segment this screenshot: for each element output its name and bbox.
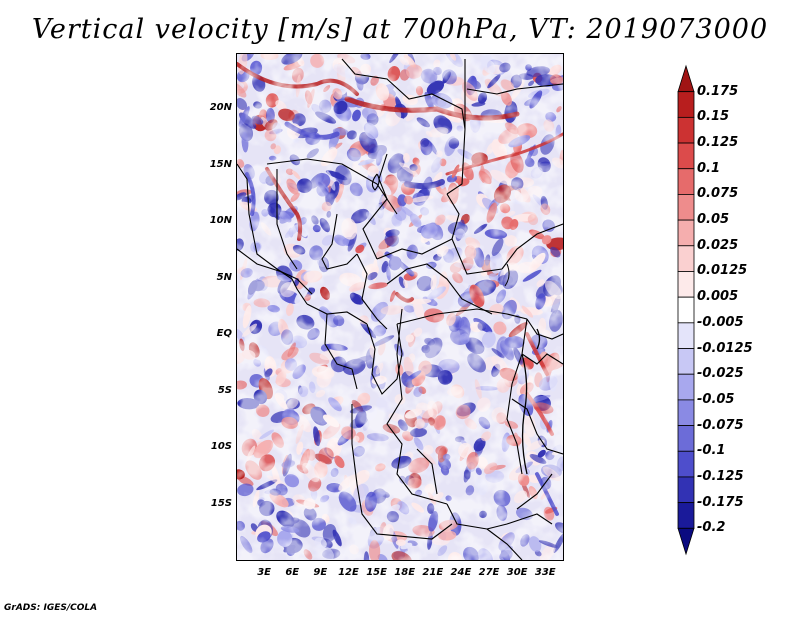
- colorbar-label: 0.1: [697, 160, 721, 176]
- colorbar: [677, 64, 695, 556]
- colorbar-segment: [677, 322, 695, 349]
- colorbar-segment: [677, 425, 695, 452]
- latitude-label: 15N: [209, 158, 232, 170]
- longitude-label: 27E: [478, 567, 500, 578]
- latitude-label: 15S: [210, 497, 232, 509]
- colorbar-label: -0.2: [697, 520, 726, 536]
- latitude-label: 5N: [216, 271, 232, 283]
- colorbar-segment: [677, 194, 695, 221]
- latitude-label: 10N: [209, 215, 232, 227]
- colorbar-segment: [677, 348, 695, 375]
- longitude-label: 33E: [534, 567, 556, 578]
- country-borders: [237, 58, 563, 560]
- longitude-label: 30E: [506, 567, 528, 578]
- longitude-label: 6E: [285, 567, 300, 578]
- colorbar-label: -0.125: [697, 468, 744, 484]
- latitude-label: 20N: [209, 102, 232, 114]
- colorbar-segment: [677, 527, 695, 556]
- colorbar-label: 0.05: [697, 212, 730, 228]
- footer-credit: GrADS: IGES/COLA: [4, 603, 98, 613]
- colorbar-label: 0.125: [697, 135, 739, 151]
- colorbar-label: -0.175: [697, 494, 744, 510]
- longitude-label: 18E: [394, 567, 416, 578]
- longitude-label: 9E: [313, 567, 328, 578]
- field-texture: [237, 54, 563, 560]
- map-title: Vertical velocity [m/s] at 700hPa, VT: 2…: [31, 14, 769, 45]
- colorbar-label: 0.005: [697, 289, 739, 305]
- latitude-label: 5S: [217, 384, 232, 396]
- longitude-label: 15E: [366, 567, 387, 578]
- colorbar-segment: [677, 168, 695, 195]
- colorbar-label: 0.0125: [697, 263, 748, 279]
- colorbar-label: -0.075: [697, 417, 744, 433]
- colorbar-label: -0.0125: [697, 340, 753, 356]
- longitude-label: 12E: [338, 567, 359, 578]
- colorbar-segment: [677, 91, 695, 118]
- colorbar-segment: [677, 64, 695, 93]
- colorbar-segment: [677, 116, 695, 144]
- colorbar-segment: [677, 399, 695, 426]
- longitude-label: 3E: [257, 567, 271, 578]
- colorbar-label: 0.15: [697, 109, 730, 125]
- colorbar-segment: [677, 142, 695, 170]
- colorbar-segment: [677, 296, 695, 324]
- colorbar-segment: [677, 245, 695, 272]
- colorbar-label: 0.075: [697, 186, 739, 202]
- colorbar-label: -0.025: [697, 366, 744, 382]
- colorbar-segment: [677, 450, 695, 478]
- latitude-label: EQ: [216, 328, 232, 340]
- colorbar-label: -0.05: [697, 391, 735, 407]
- latitude-label: 10S: [210, 441, 232, 453]
- colorbar-label: 0.025: [697, 237, 739, 253]
- colorbar-label: 0.175: [697, 83, 739, 99]
- velocity-map: [236, 53, 564, 561]
- colorbar-segment: [677, 271, 695, 298]
- colorbar-label: -0.1: [697, 443, 726, 459]
- colorbar-segment: [677, 373, 695, 401]
- velocity-field: [237, 54, 563, 560]
- colorbar-segment: [677, 502, 695, 529]
- longitude-label: 21E: [422, 567, 444, 578]
- colorbar-segment: [677, 219, 695, 247]
- longitude-label: 24E: [450, 567, 472, 578]
- colorbar-label: -0.005: [697, 314, 744, 330]
- colorbar-segment: [677, 476, 695, 504]
